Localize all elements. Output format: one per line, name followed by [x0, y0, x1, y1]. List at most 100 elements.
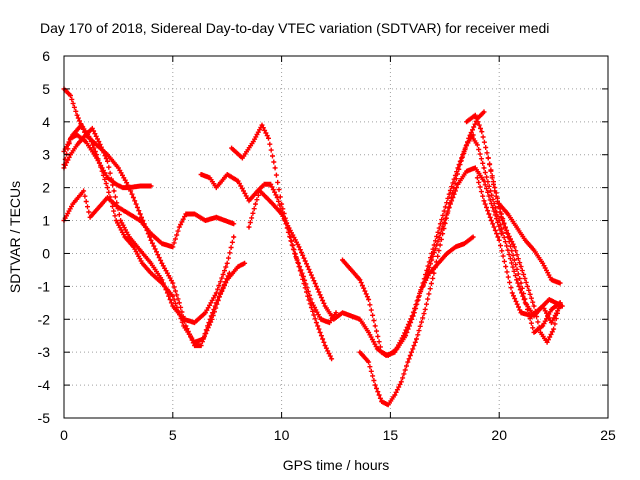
- data-point: [511, 291, 514, 295]
- data-point: [219, 291, 222, 295]
- data-point: [541, 324, 544, 328]
- series-track-10: [357, 109, 487, 408]
- data-point: [91, 127, 94, 130]
- data-point: [463, 242, 466, 245]
- data-point: [160, 278, 164, 281]
- data-point: [500, 212, 503, 216]
- data-point: [406, 360, 410, 364]
- data-point: [480, 130, 483, 133]
- x-tick-label: 5: [169, 427, 177, 443]
- data-point: [506, 248, 510, 252]
- plus-markers: [61, 125, 237, 326]
- data-point: [524, 239, 527, 242]
- data-point: [236, 179, 240, 183]
- data-point: [223, 219, 227, 222]
- data-point: [498, 219, 501, 222]
- data-point: [482, 166, 486, 170]
- data-point: [532, 304, 536, 308]
- data-point: [160, 262, 164, 265]
- data-point: [138, 184, 142, 188]
- data-point: [506, 232, 510, 235]
- data-point: [341, 311, 344, 314]
- data-point: [456, 183, 460, 186]
- data-point: [552, 327, 555, 331]
- y-tick-label: -2: [38, 311, 51, 327]
- data-point: [376, 347, 379, 351]
- data-point: [121, 186, 124, 189]
- data-point: [367, 331, 370, 334]
- data-point: [228, 272, 231, 275]
- data-point: [548, 298, 551, 301]
- data-point: [226, 173, 229, 176]
- data-point: [226, 262, 229, 265]
- data-point: [149, 232, 153, 235]
- data-point: [561, 304, 564, 308]
- data-point: [193, 212, 196, 216]
- data-point: [178, 301, 181, 305]
- data-point: [550, 308, 553, 311]
- data-point: [526, 308, 529, 311]
- data-point: [380, 350, 383, 354]
- data-point: [491, 206, 494, 209]
- data-point: [208, 176, 211, 179]
- data-point: [149, 272, 153, 275]
- data-point: [454, 245, 457, 249]
- data-point: [482, 179, 486, 183]
- data-point: [95, 143, 98, 147]
- data-point: [204, 311, 207, 314]
- data-point: [269, 183, 272, 186]
- data-point: [106, 186, 109, 189]
- data-point: [341, 258, 344, 262]
- data-point: [558, 281, 562, 285]
- data-point: [500, 232, 503, 235]
- data-point: [149, 184, 153, 188]
- data-point: [243, 262, 246, 265]
- data-point: [550, 278, 553, 281]
- data-point: [297, 265, 301, 268]
- data-point: [289, 229, 292, 232]
- x-tick-label: 15: [383, 427, 399, 443]
- data-point: [306, 295, 309, 298]
- data-point: [424, 308, 427, 311]
- data-point: [513, 258, 516, 262]
- data-point: [315, 321, 318, 324]
- data-point: [400, 380, 403, 383]
- data-point: [202, 337, 205, 341]
- data-point: [138, 248, 142, 252]
- data-point: [215, 186, 218, 189]
- series-track-7: [229, 122, 335, 362]
- data-point: [88, 216, 92, 219]
- data-point: [128, 186, 131, 189]
- series-track-6: [198, 172, 339, 326]
- x-axis-label: GPS time / hours: [283, 457, 390, 473]
- data-point: [106, 176, 109, 179]
- data-point: [247, 225, 251, 229]
- data-point: [160, 242, 164, 245]
- data-point: [171, 245, 174, 249]
- data-point: [254, 202, 257, 206]
- y-axis-label: SDTVAR / TECUs: [7, 181, 23, 293]
- data-point: [115, 183, 118, 186]
- y-tick-label: 6: [42, 48, 50, 64]
- data-point: [262, 183, 266, 186]
- data-point: [204, 219, 207, 222]
- y-tick-label: 5: [42, 81, 50, 97]
- axis-ticks: 0 5 10 15 20 25 -5 -4 -3 -2 -1 0 1 2 3 4 5 6: [38, 48, 616, 443]
- data-point: [171, 295, 174, 298]
- data-point: [532, 331, 536, 334]
- data-point: [84, 133, 87, 137]
- data-point: [498, 239, 501, 242]
- data-point: [445, 252, 449, 255]
- data-point: [115, 219, 118, 222]
- data-point: [289, 235, 292, 239]
- data-point: [112, 189, 116, 193]
- data-point: [247, 199, 251, 202]
- y-tick-label: -4: [38, 377, 51, 393]
- x-tick-label: 20: [491, 427, 507, 443]
- data-point: [171, 281, 174, 285]
- series-track-16: [420, 165, 504, 289]
- data-point: [199, 173, 203, 176]
- y-tick-label: 4: [42, 114, 50, 130]
- data-point: [550, 321, 553, 324]
- data-point: [88, 137, 92, 140]
